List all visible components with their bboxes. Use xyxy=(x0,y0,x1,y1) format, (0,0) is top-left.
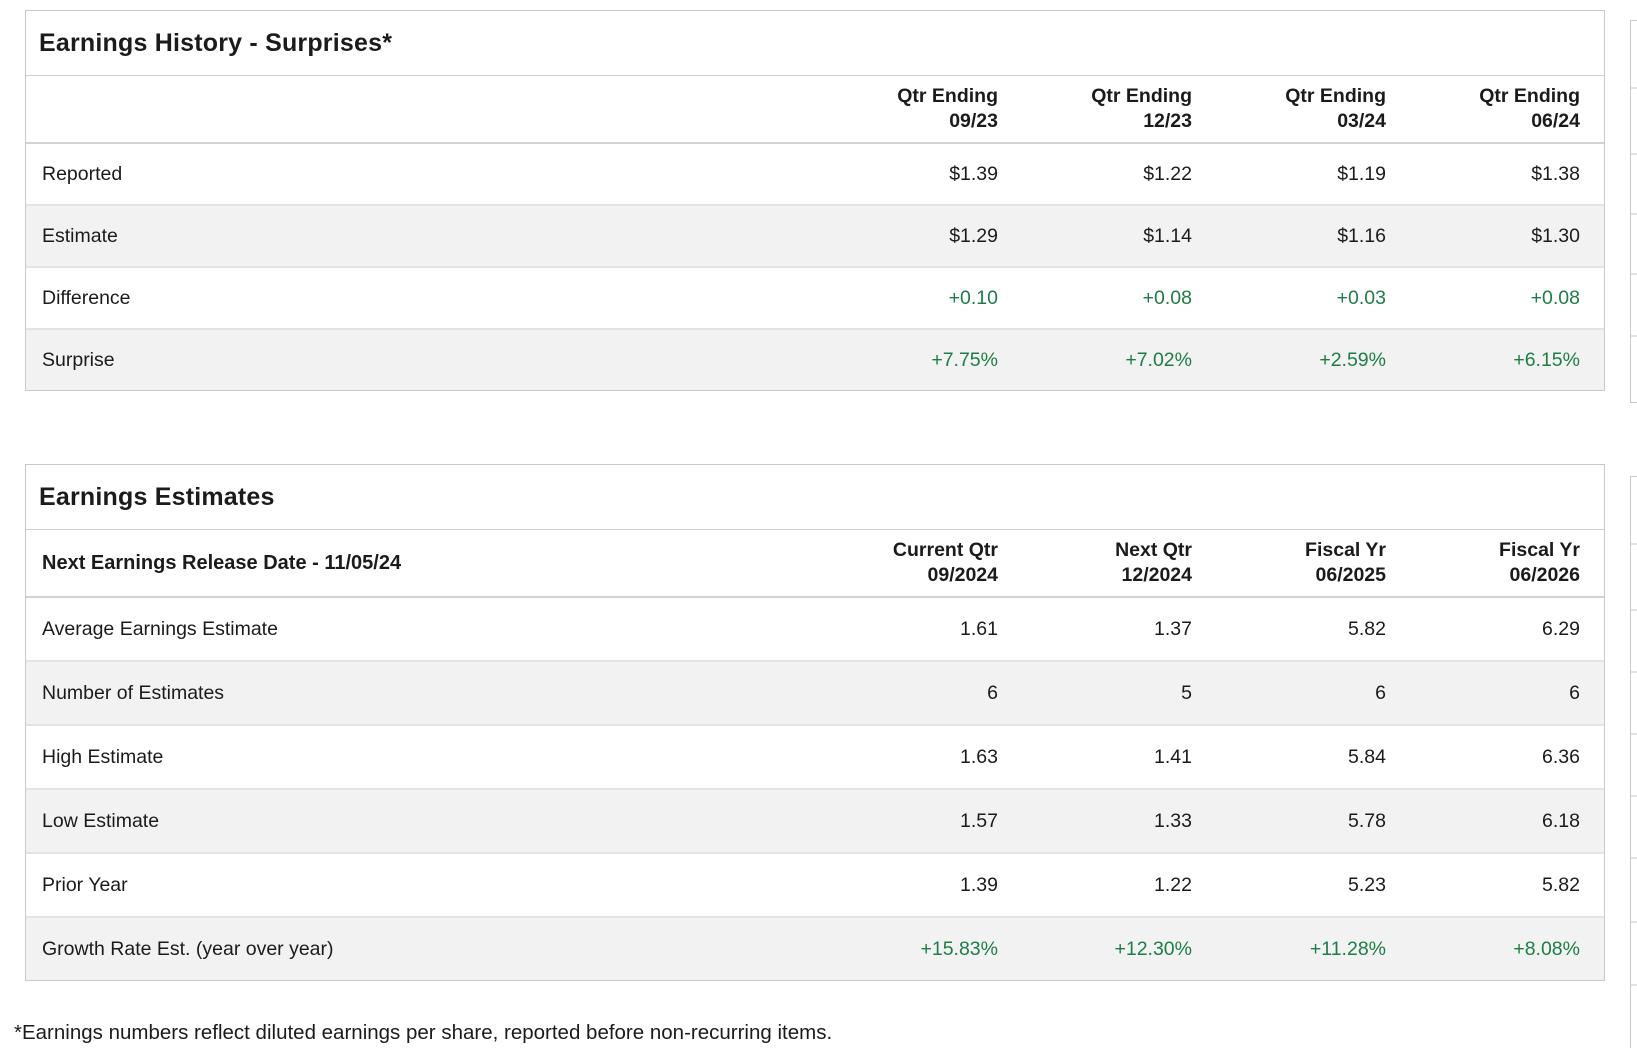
cell-value: 5 xyxy=(1181,681,1192,704)
divider xyxy=(1631,671,1637,673)
empty-header-cell xyxy=(26,76,828,143)
row-label: Prior Year xyxy=(42,873,128,896)
cell-value: +0.08 xyxy=(1530,286,1580,309)
divider xyxy=(1631,153,1637,155)
cell-value: +7.02% xyxy=(1125,348,1192,371)
cell-value: +0.03 xyxy=(1336,286,1386,309)
cell-value: $1.19 xyxy=(1337,162,1386,185)
cell-value: $1.22 xyxy=(1143,162,1192,185)
table-row-high-estimate: High Estimate 1.63 1.41 5.84 6.36 xyxy=(26,725,1604,789)
divider xyxy=(1631,984,1637,986)
cell-value: $1.29 xyxy=(949,224,998,247)
earnings-history-table: Qtr Ending 09/23 Qtr Ending 12/23 Qtr En… xyxy=(26,76,1604,390)
cell-value: 6.29 xyxy=(1542,617,1580,640)
row-label: Reported xyxy=(42,162,123,185)
cell-value: +15.83% xyxy=(920,937,998,960)
cell-value: 1.39 xyxy=(960,873,998,896)
col-header-fiscal-yr-2026: Fiscal Yr 06/2026 xyxy=(1499,539,1580,586)
col-header-next-qtr: Next Qtr 12/2024 xyxy=(1115,539,1192,586)
row-label: High Estimate xyxy=(42,745,164,768)
earnings-estimates-title: Earnings Estimates xyxy=(26,465,1604,530)
cell-value: 1.33 xyxy=(1154,809,1192,832)
table-row-estimate: Estimate $1.29 $1.14 $1.16 $1.30 xyxy=(26,205,1604,267)
row-label: Difference xyxy=(42,286,131,309)
cell-value: 5.23 xyxy=(1348,873,1386,896)
table-row-number-of-estimates: Number of Estimates 6 5 6 6 xyxy=(26,661,1604,725)
table-row-low-estimate: Low Estimate 1.57 1.33 5.78 6.18 xyxy=(26,789,1604,853)
col-header-fiscal-yr-2025: Fiscal Yr 06/2025 xyxy=(1305,539,1386,586)
divider xyxy=(1631,335,1637,337)
row-label: Estimate xyxy=(42,224,118,247)
cell-value: +8.08% xyxy=(1513,937,1580,960)
col-header-qtr-0923: Qtr Ending 09/23 xyxy=(897,85,998,132)
cell-value: 6.18 xyxy=(1542,809,1580,832)
cell-value: +6.15% xyxy=(1513,348,1580,371)
cell-value: 1.61 xyxy=(960,617,998,640)
earnings-footnote: *Earnings numbers reflect diluted earnin… xyxy=(14,1021,833,1044)
cell-value: 1.37 xyxy=(1154,617,1192,640)
cell-value: +12.30% xyxy=(1114,937,1192,960)
row-label: Number of Estimates xyxy=(42,681,225,704)
row-label: Low Estimate xyxy=(42,809,160,832)
adjacent-panel-edge-top xyxy=(1630,20,1637,403)
cell-value: +0.08 xyxy=(1142,286,1192,309)
divider xyxy=(1631,795,1637,797)
divider xyxy=(1631,213,1637,215)
divider xyxy=(1631,609,1637,611)
cell-value: 1.63 xyxy=(960,745,998,768)
cell-value: 6 xyxy=(1375,681,1386,704)
cell-value: 5.84 xyxy=(1348,745,1386,768)
table-row-reported: Reported $1.39 $1.22 $1.19 $1.38 xyxy=(26,143,1604,205)
divider xyxy=(1631,921,1637,923)
table-header-row: Qtr Ending 09/23 Qtr Ending 12/23 Qtr En… xyxy=(26,76,1604,143)
col-header-qtr-1223: Qtr Ending 12/23 xyxy=(1091,85,1192,132)
table-row-average-estimate: Average Earnings Estimate 1.61 1.37 5.82… xyxy=(26,597,1604,661)
divider xyxy=(1631,87,1637,89)
earnings-estimates-table: Next Earnings Release Date - 11/05/24 Cu… xyxy=(26,530,1604,980)
divider xyxy=(1631,273,1637,275)
next-earnings-release-date: Next Earnings Release Date - 11/05/24 xyxy=(42,551,402,574)
earnings-history-title: Earnings History - Surprises* xyxy=(26,11,1604,76)
cell-value: $1.38 xyxy=(1531,162,1580,185)
earnings-estimates-panel: Earnings Estimates Next Earnings Release… xyxy=(25,464,1605,981)
cell-value: $1.30 xyxy=(1531,224,1580,247)
table-header-row: Next Earnings Release Date - 11/05/24 Cu… xyxy=(26,530,1604,597)
cell-value: 1.41 xyxy=(1154,745,1192,768)
earnings-history-panel: Earnings History - Surprises* Qtr Ending… xyxy=(25,10,1605,391)
col-header-qtr-0324: Qtr Ending 03/24 xyxy=(1285,85,1386,132)
cell-value: $1.14 xyxy=(1143,224,1192,247)
row-label: Growth Rate Est. (year over year) xyxy=(42,937,334,960)
table-row-surprise: Surprise +7.75% +7.02% +2.59% +6.15% xyxy=(26,329,1604,390)
cell-value: +0.10 xyxy=(948,286,998,309)
row-label: Average Earnings Estimate xyxy=(42,617,278,640)
cell-value: 5.78 xyxy=(1348,809,1386,832)
divider xyxy=(1631,543,1637,545)
row-label: Surprise xyxy=(42,348,115,371)
adjacent-panel-edge-bottom xyxy=(1630,476,1637,1048)
divider xyxy=(1631,857,1637,859)
cell-value: +7.75% xyxy=(931,348,998,371)
divider xyxy=(1631,733,1637,735)
cell-value: $1.39 xyxy=(949,162,998,185)
table-row-difference: Difference +0.10 +0.08 +0.03 +0.08 xyxy=(26,267,1604,329)
cell-value: 1.22 xyxy=(1154,873,1192,896)
table-row-growth-rate: Growth Rate Est. (year over year) +15.83… xyxy=(26,917,1604,980)
cell-value: 5.82 xyxy=(1348,617,1386,640)
col-header-qtr-0624: Qtr Ending 06/24 xyxy=(1479,85,1580,132)
col-header-current-qtr: Current Qtr 09/2024 xyxy=(892,539,998,586)
cell-value: +2.59% xyxy=(1319,348,1386,371)
cell-value: 6.36 xyxy=(1542,745,1580,768)
cell-value: $1.16 xyxy=(1337,224,1386,247)
cell-value: 6 xyxy=(987,681,998,704)
cell-value: 5.82 xyxy=(1542,873,1580,896)
cell-value: +11.28% xyxy=(1309,937,1386,960)
table-row-prior-year: Prior Year 1.39 1.22 5.23 5.82 xyxy=(26,853,1604,917)
cell-value: 6 xyxy=(1569,681,1580,704)
cell-value: 1.57 xyxy=(960,809,998,832)
